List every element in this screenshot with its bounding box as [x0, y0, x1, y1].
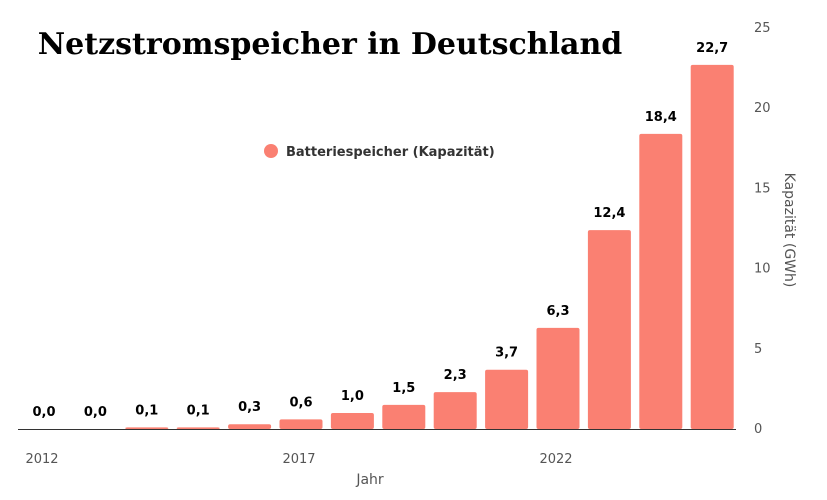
y-tick-label-10: 10: [754, 262, 771, 277]
y-axis-label: Kapazität (GWh): [781, 173, 797, 288]
data-label-2019: 1,5: [392, 381, 415, 396]
data-label-2016: 0,3: [238, 400, 261, 415]
y-tick-label-20: 20: [754, 101, 771, 116]
y-axis-ticks: 0 5 10 15 20 25: [754, 21, 771, 437]
data-label-2013: 0,0: [84, 405, 107, 420]
data-label-2014: 0,1: [135, 403, 158, 418]
bar-2020[interactable]: [433, 392, 477, 429]
bar-2021[interactable]: [485, 369, 529, 429]
bar-2017[interactable]: [279, 419, 323, 429]
bars: [125, 64, 734, 430]
y-tick-label-5: 5: [754, 342, 762, 357]
bar-2018[interactable]: [330, 413, 374, 429]
data-label-2017: 0,6: [289, 395, 312, 410]
bar-2014[interactable]: [125, 427, 169, 429]
bar-2024[interactable]: [639, 133, 683, 429]
bar-2016[interactable]: [228, 424, 272, 429]
bar-2022[interactable]: [536, 327, 580, 429]
x-tick-label-2022: 2022: [539, 452, 572, 467]
x-axis-label: Jahr: [355, 472, 384, 488]
y-tick-label-0: 0: [754, 422, 762, 437]
bar-2015[interactable]: [176, 427, 220, 429]
y-tick-label-25: 25: [754, 21, 771, 36]
data-label-2024: 18,4: [645, 110, 677, 125]
bar-2019[interactable]: [382, 404, 426, 429]
y-tick-label-15: 15: [754, 181, 771, 196]
bar-2025[interactable]: [690, 64, 734, 430]
data-label-2020: 2,3: [444, 368, 467, 383]
x-axis-ticks: 2012 2017 2022: [25, 452, 572, 467]
data-label-2022: 6,3: [546, 304, 569, 319]
data-label-2015: 0,1: [187, 403, 210, 418]
data-label-2023: 12,4: [593, 206, 625, 221]
x-tick-label-2012: 2012: [25, 452, 58, 467]
legend-label: Batteriespeicher (Kapazität): [286, 145, 495, 160]
chart-title: Netzstromspeicher in Deutschland: [38, 27, 623, 62]
legend-marker: [264, 144, 278, 158]
data-label-2025: 22,7: [696, 41, 728, 56]
bar-2023[interactable]: [587, 230, 631, 429]
legend[interactable]: Batteriespeicher (Kapazität): [264, 144, 495, 160]
data-label-2018: 1,0: [341, 389, 364, 404]
data-label-2012: 0,0: [32, 405, 55, 420]
x-tick-label-2017: 2017: [282, 452, 315, 467]
data-label-2021: 3,7: [495, 346, 518, 361]
data-labels: 0,0 0,0 0,1 0,1 0,3 0,6 1,0 1,5 2,3 3,7 6,3 12,4 18,…: [32, 41, 728, 420]
